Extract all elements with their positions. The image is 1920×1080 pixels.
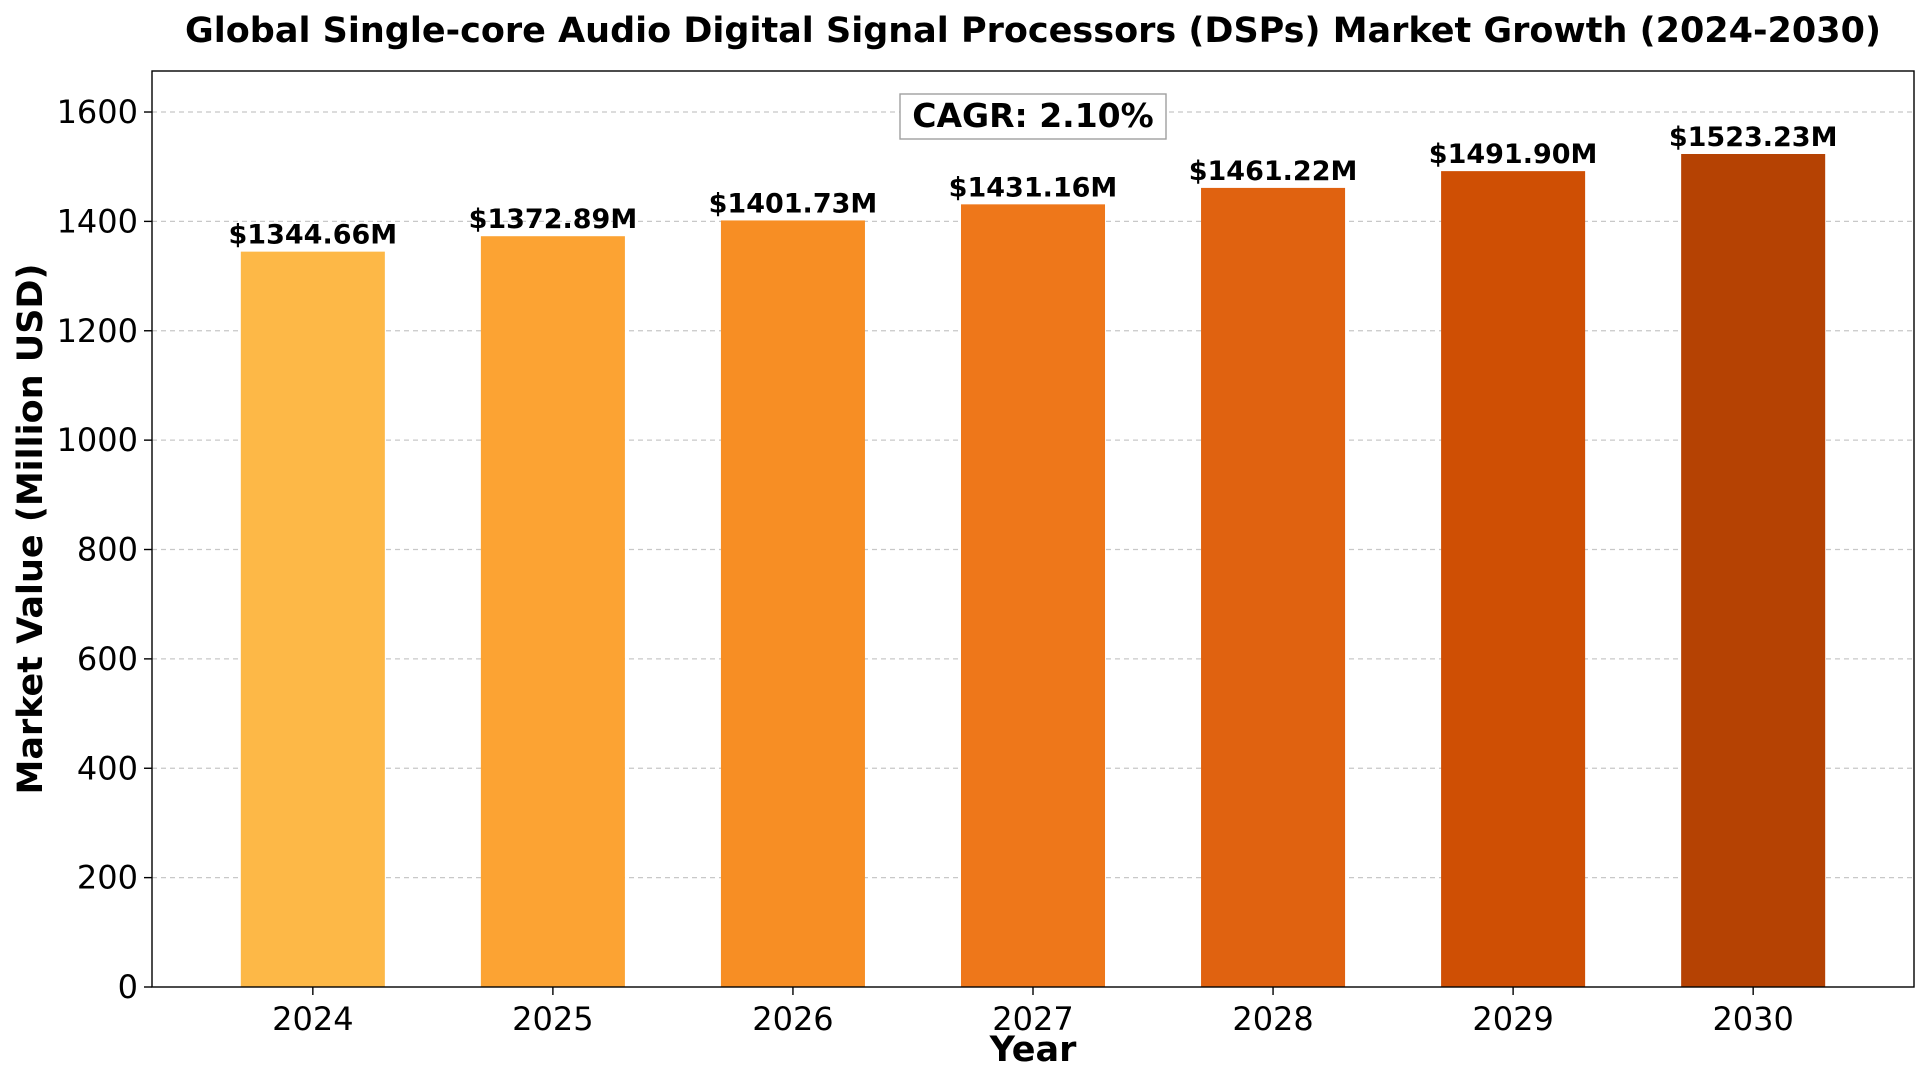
data-label-2024: $1344.66M [229,220,398,251]
cagr-annotation-text: CAGR: 2.10% [912,96,1153,135]
grid-lines [152,111,1914,879]
x-axis-label: Year [989,1030,1077,1070]
y-axis-label: Market Value (Million USD) [11,264,51,795]
data-label-2026: $1401.73M [709,188,878,219]
y-tick-label-0: 0 [118,968,138,1006]
y-tick-label-1600: 1600 [57,93,138,131]
y-tick-label-1000: 1000 [57,421,138,459]
x-tick-label-2030: 2030 [1712,1000,1793,1038]
bar-2025 [480,236,625,987]
bar-2029 [1441,171,1586,987]
bar-2027 [960,204,1106,988]
x-tick-label-2024: 2024 [272,1000,353,1038]
y-tick-label-600: 600 [77,640,138,678]
bar-2028 [1201,187,1346,988]
data-label-2028: $1461.22M [1189,156,1358,187]
x-tick-label-2028: 2028 [1232,1000,1313,1038]
x-tick-label-2029: 2029 [1472,1000,1553,1038]
chart-title: Global Single-core Audio Digital Signal … [185,11,1881,51]
bars [240,153,1826,988]
data-label-2029: $1491.90M [1429,139,1598,170]
y-tick-label-1200: 1200 [57,312,138,350]
bar-2024 [240,251,385,987]
axis-ticks: 0 200 400 600 800 1000 1200 1400 1600 2024 2025 202… [57,93,1794,1038]
y-tick-label-800: 800 [77,531,138,569]
data-label-2030: $1523.23M [1669,122,1838,153]
data-labels: $1344.66M $1372.89M $1401.73M $1431.16M $146… [229,122,1838,251]
cagr-annotation-box [899,93,1167,140]
data-label-2027: $1431.16M [949,172,1118,203]
y-tick-label-1400: 1400 [57,202,138,240]
y-tick-label-400: 400 [77,749,138,787]
bar-2026 [720,220,865,987]
x-tick-label-2027: 2027 [992,1000,1073,1038]
x-tick-label-2025: 2025 [512,1000,593,1038]
x-tick-label-2026: 2026 [752,1000,833,1038]
data-label-2025: $1372.89M [469,204,638,235]
cagr-annotation: CAGR: 2.10% [899,93,1167,140]
bar-2030 [1681,153,1826,987]
y-tick-label-200: 200 [77,859,138,897]
